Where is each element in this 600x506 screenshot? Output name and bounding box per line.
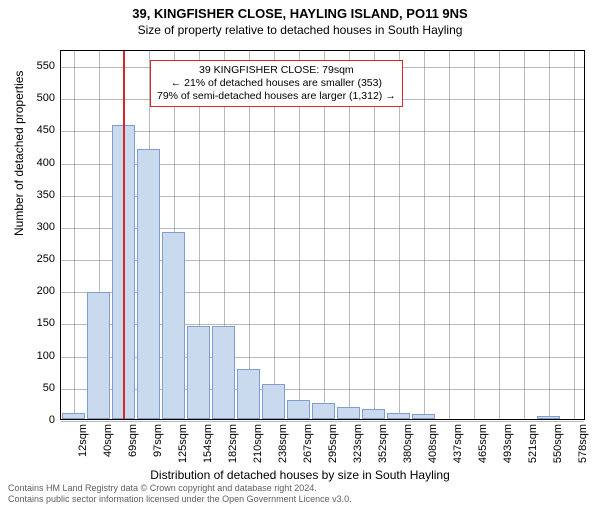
histogram-bar (162, 232, 186, 419)
x-tick-label: 238sqm (277, 424, 289, 463)
footer-attribution: Contains HM Land Registry data © Crown c… (8, 483, 352, 504)
histogram-bar (62, 413, 86, 419)
chart-area: 39 KINGFISHER CLOSE: 79sqm ← 21% of deta… (60, 50, 585, 420)
y-tick-label: 50 (25, 382, 55, 394)
chart-title-main: 39, KINGFISHER CLOSE, HAYLING ISLAND, PO… (0, 6, 600, 21)
histogram-bar (187, 326, 211, 419)
histogram-bar (287, 400, 311, 419)
histogram-bar (537, 416, 561, 419)
footer-line1: Contains HM Land Registry data © Crown c… (8, 483, 352, 493)
y-tick-label: 300 (25, 221, 55, 233)
y-tick-label: 0 (25, 414, 55, 426)
x-tick-label: 380sqm (402, 424, 414, 463)
callout-line1: 39 KINGFISHER CLOSE: 79sqm (157, 64, 396, 77)
gridline-v (574, 51, 575, 419)
x-tick-label: 295sqm (327, 424, 339, 463)
gridline-v (499, 51, 500, 419)
y-tick-label: 250 (25, 253, 55, 265)
y-tick-label: 400 (25, 157, 55, 169)
x-tick-label: 578sqm (577, 424, 589, 463)
histogram-bar (387, 413, 411, 419)
x-tick-label: 493sqm (502, 424, 514, 463)
gridline-v (424, 51, 425, 419)
x-tick-label: 12sqm (77, 424, 89, 457)
x-tick-label: 437sqm (452, 424, 464, 463)
gridline-v (449, 51, 450, 419)
x-tick-label: 465sqm (477, 424, 489, 463)
callout-line2: ← 21% of detached houses are smaller (35… (157, 77, 396, 90)
histogram-bar (137, 149, 161, 419)
y-tick-label: 150 (25, 317, 55, 329)
x-tick-label: 521sqm (527, 424, 539, 463)
footer-line2: Contains public sector information licen… (8, 494, 352, 504)
y-tick-label: 350 (25, 189, 55, 201)
callout-box: 39 KINGFISHER CLOSE: 79sqm ← 21% of deta… (150, 60, 403, 107)
x-tick-label: 69sqm (127, 424, 139, 457)
gridline-h (61, 131, 584, 132)
chart-title-sub: Size of property relative to detached ho… (0, 23, 600, 37)
gridline-v (524, 51, 525, 419)
reference-line (123, 51, 125, 419)
y-tick-label: 550 (25, 60, 55, 72)
y-axis-label: Number of detached properties (12, 71, 26, 236)
callout-line3: 79% of semi-detached houses are larger (… (157, 90, 396, 103)
histogram-bar (212, 326, 236, 419)
histogram-bar (87, 292, 111, 419)
x-axis-label: Distribution of detached houses by size … (0, 468, 600, 482)
histogram-bar (312, 403, 336, 419)
y-tick-label: 100 (25, 350, 55, 362)
x-tick-label: 125sqm (177, 424, 189, 463)
x-tick-label: 267sqm (302, 424, 314, 463)
x-tick-label: 408sqm (427, 424, 439, 463)
x-tick-label: 182sqm (227, 424, 239, 463)
x-tick-label: 154sqm (202, 424, 214, 463)
x-tick-label: 323sqm (352, 424, 364, 463)
x-tick-label: 352sqm (377, 424, 389, 463)
y-tick-label: 450 (25, 124, 55, 136)
y-tick-label: 500 (25, 92, 55, 104)
gridline-v (474, 51, 475, 419)
gridline-v (74, 51, 75, 419)
x-tick-label: 40sqm (102, 424, 114, 457)
y-tick-label: 200 (25, 285, 55, 297)
gridline-v (549, 51, 550, 419)
x-tick-label: 550sqm (552, 424, 564, 463)
histogram-bar (262, 384, 286, 419)
histogram-bar (362, 409, 386, 419)
histogram-bar (412, 414, 436, 419)
x-tick-label: 97sqm (152, 424, 164, 457)
x-tick-label: 210sqm (252, 424, 264, 463)
histogram-bar (237, 369, 261, 419)
histogram-bar (337, 407, 361, 419)
